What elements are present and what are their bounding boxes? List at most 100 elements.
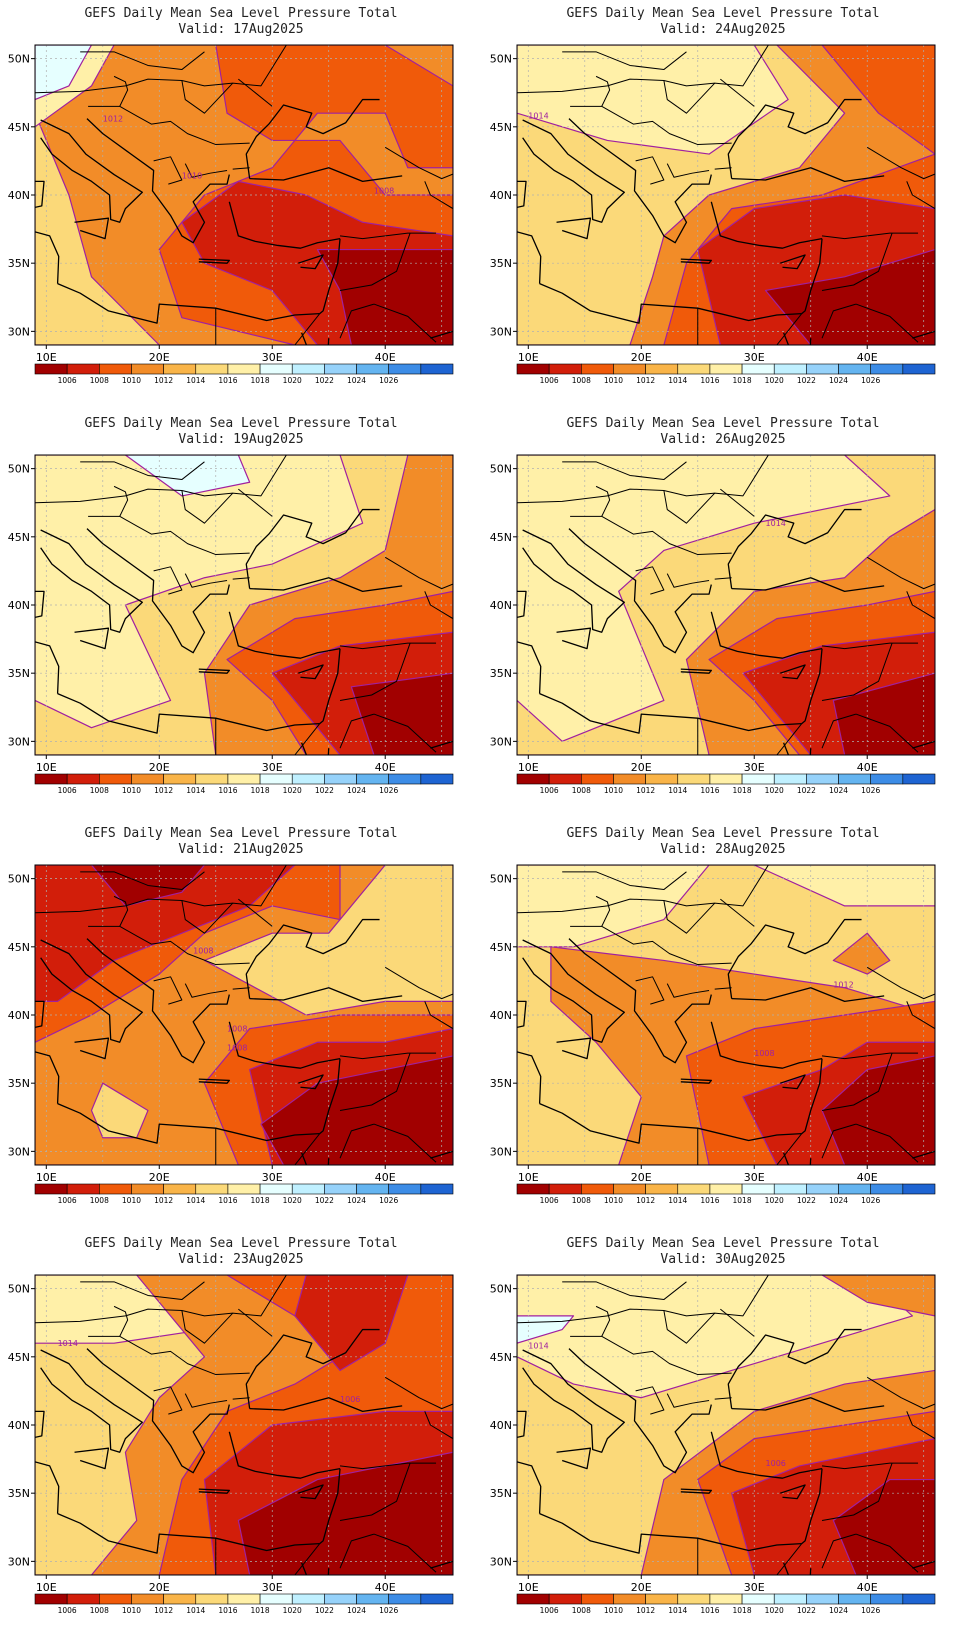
- colorbar-swatch: [516, 773, 550, 785]
- coastline: [539, 693, 802, 734]
- coastline: [727, 508, 862, 589]
- colorbar-label: 1026: [379, 786, 398, 795]
- longitude-label: 30E: [744, 761, 765, 774]
- longitude-label: 20E: [149, 351, 170, 364]
- colorbar-label: 1008: [572, 786, 591, 795]
- pressure-band-1015: [517, 865, 710, 948]
- colorbar-swatch: [291, 773, 325, 785]
- pressure-map: 1014 1006 50N 45N 40N 35N 30N 10E 20E 30E 40E 1006 1…: [490, 1274, 936, 1615]
- colorbar-label: 1024: [347, 1606, 366, 1615]
- colorbar-swatch: [677, 363, 711, 375]
- country-border: [821, 1123, 857, 1159]
- colorbar-swatch: [195, 773, 229, 785]
- coastline: [74, 217, 110, 240]
- country-border: [35, 865, 287, 914]
- coastline: [228, 1431, 341, 1479]
- colorbar-label: 1020: [283, 376, 302, 385]
- coastline: [249, 577, 403, 593]
- country-border: [339, 232, 437, 240]
- longitude-label: 40E: [375, 1581, 396, 1594]
- isobar-label: 1012: [833, 981, 853, 990]
- colorbar-label: 1012: [636, 376, 655, 385]
- country-border: [855, 303, 919, 343]
- isobar-label: 1014: [528, 112, 548, 121]
- colorbar-swatch: [195, 1593, 229, 1605]
- colorbar-swatch: [581, 773, 614, 785]
- coastline: [517, 1051, 542, 1104]
- colorbar-swatch: [516, 1183, 550, 1195]
- colorbar-label: 1026: [379, 1196, 398, 1205]
- pressure-map: 1014 50N 45N 40N 35N 30N 10E 20E 30E 40E 1006 1008 1…: [490, 44, 936, 385]
- longitude-label: 10E: [36, 351, 57, 364]
- country-border: [384, 556, 453, 590]
- coastline: [568, 1348, 712, 1474]
- coastline: [727, 98, 862, 179]
- longitude-label: 30E: [262, 1171, 283, 1184]
- coastline: [934, 550, 935, 552]
- colorbar-swatch: [741, 1183, 775, 1195]
- colorbar-swatch: [34, 1593, 68, 1605]
- colorbar-label: 1024: [347, 786, 366, 795]
- coastline: [568, 118, 712, 244]
- coastline: [430, 740, 453, 749]
- latitude-label: 40N: [8, 189, 30, 202]
- pressure-band-1005: [237, 1451, 453, 1575]
- coastline: [556, 1037, 592, 1060]
- pressure-band-1011: [832, 932, 891, 975]
- colorbar-label: 1022: [315, 376, 334, 385]
- panel-valid-date: Valid: 19Aug2025: [178, 432, 304, 447]
- country-border: [232, 577, 250, 580]
- colorbar-label: 1020: [765, 786, 784, 795]
- country-border: [821, 1052, 919, 1060]
- colorbar-swatch: [163, 773, 197, 785]
- coastline: [522, 939, 625, 1043]
- coastline: [539, 283, 802, 324]
- coastline: [198, 1488, 230, 1494]
- country-border: [113, 1305, 250, 1376]
- latitude-label: 30N: [8, 1555, 30, 1568]
- panel-valid-date: Valid: 24Aug2025: [660, 22, 786, 37]
- coastline: [912, 1560, 935, 1569]
- country-border: [373, 713, 437, 753]
- panel-title: GEFS Daily Mean Sea Level Pressure Total: [84, 416, 398, 431]
- coastline: [40, 119, 143, 223]
- longitude-label: 30E: [744, 1171, 765, 1184]
- colorbar-swatch: [163, 1183, 197, 1195]
- isobar-label: 1010: [182, 172, 202, 181]
- country-border: [215, 308, 217, 345]
- panel-valid-date: Valid: 17Aug2025: [178, 22, 304, 37]
- pressure-band-1005: [316, 248, 453, 345]
- colorbar-label: 1008: [90, 786, 109, 795]
- panel-valid-date: Valid: 28Aug2025: [660, 842, 786, 857]
- country-border: [635, 976, 665, 1005]
- colorbar-swatch: [581, 1593, 614, 1605]
- latitude-label: 30N: [490, 735, 512, 748]
- coastline: [228, 1021, 341, 1069]
- coastline: [74, 1037, 110, 1060]
- country-border: [80, 871, 205, 891]
- country-border: [517, 865, 769, 914]
- coastline: [727, 918, 862, 999]
- colorbar-swatch: [677, 1183, 711, 1195]
- colorbar-label: 1010: [604, 1196, 623, 1205]
- country-border: [238, 898, 273, 927]
- colorbar-label: 1018: [251, 1606, 270, 1615]
- coastline: [319, 238, 341, 315]
- country-border: [595, 75, 732, 146]
- colorbar-swatch: [902, 773, 936, 785]
- coastline: [727, 1328, 862, 1409]
- country-border: [339, 643, 411, 701]
- colorbar-label: 1012: [636, 1196, 655, 1205]
- coastline: [801, 238, 823, 315]
- coastline: [517, 590, 527, 619]
- colorbar-label: 1006: [540, 1606, 559, 1615]
- coastline: [801, 1058, 823, 1135]
- colorbar-swatch: [227, 1593, 261, 1605]
- panel-title: GEFS Daily Mean Sea Level Pressure Total: [84, 826, 398, 841]
- colorbar-label: 1008: [572, 1196, 591, 1205]
- colorbar-swatch: [324, 363, 357, 375]
- longitude-label: 40E: [375, 761, 396, 774]
- country-border: [384, 146, 453, 180]
- coastline: [86, 1348, 230, 1474]
- panel-title: GEFS Daily Mean Sea Level Pressure Total: [84, 1236, 398, 1251]
